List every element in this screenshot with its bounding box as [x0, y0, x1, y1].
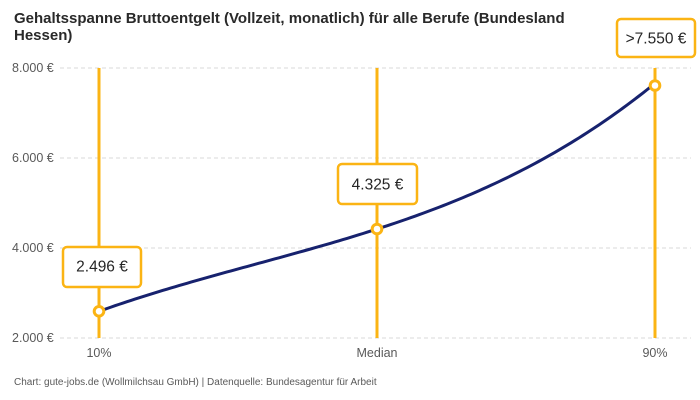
svg-text:>7.550 €: >7.550 € [626, 31, 687, 48]
svg-text:6.000 €: 6.000 € [12, 151, 54, 165]
svg-text:10%: 10% [86, 346, 111, 360]
svg-text:Median: Median [357, 346, 398, 360]
svg-text:4.325 €: 4.325 € [352, 177, 404, 194]
svg-text:8.000 €: 8.000 € [12, 61, 54, 75]
svg-text:4.000 €: 4.000 € [12, 241, 54, 255]
svg-text:90%: 90% [642, 346, 667, 360]
svg-text:2.000 €: 2.000 € [12, 331, 54, 345]
svg-text:2.496 €: 2.496 € [76, 259, 128, 276]
